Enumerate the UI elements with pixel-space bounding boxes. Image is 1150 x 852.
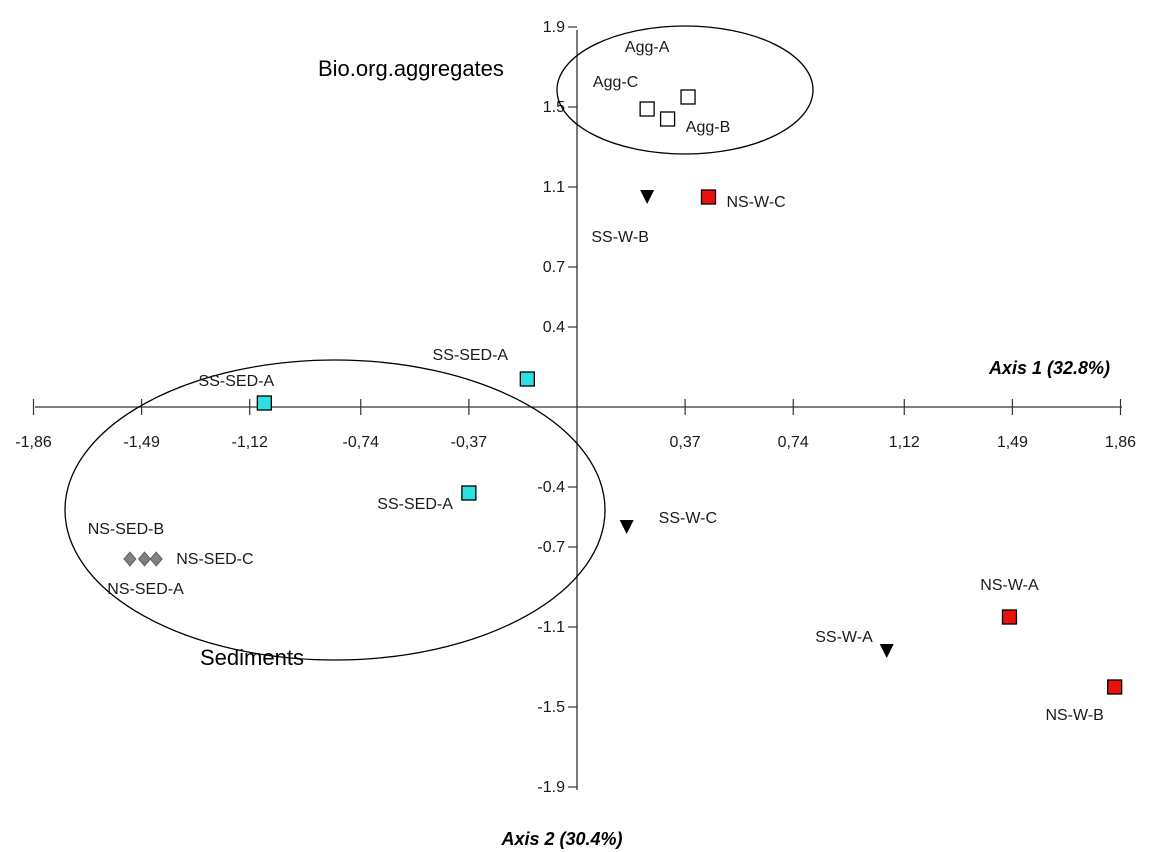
point-ss-w-c-label: SS-W-C xyxy=(659,510,717,527)
point-ns-sed-c-marker xyxy=(149,551,163,567)
point-ns-sed-b-marker xyxy=(123,551,137,567)
point-ns-w-c-label: NS-W-C xyxy=(726,194,785,211)
point-agg-c-label: Agg-C xyxy=(593,74,638,91)
y-tick-label: 0.7 xyxy=(543,259,565,276)
point-ns-w-c-marker xyxy=(700,189,717,205)
x-tick-label: -1,12 xyxy=(231,434,268,451)
point-ns-sed-a-label: NS-SED-A xyxy=(107,581,184,598)
points xyxy=(123,89,1123,695)
point-ss-w-a-label: SS-W-A xyxy=(815,629,873,646)
ticks: -1,86 -1,49 -1,12 -0,74 -0,37 0,37 0,74 1,12 1,4… xyxy=(15,19,1136,796)
point-ss-sed-a-label: SS-SED-A xyxy=(433,347,509,364)
y-tick-label: -1.5 xyxy=(537,699,565,716)
y-tick-label: 1.9 xyxy=(543,19,565,36)
point-ns-sed-a-marker xyxy=(138,551,152,567)
x-tick-label: -0,37 xyxy=(451,434,488,451)
aggregates-ellipse xyxy=(556,25,814,155)
point-ns-w-b-marker xyxy=(1107,679,1123,695)
y-axis-title: Axis 2 (30.4%) xyxy=(500,829,622,849)
x-tick-label: 1,49 xyxy=(997,434,1028,451)
y-tick-label: -0.7 xyxy=(537,539,565,556)
point-ss-w-b-label: SS-W-B xyxy=(591,229,648,246)
y-tick-label: 1.1 xyxy=(543,179,565,196)
x-tick-label: -1,86 xyxy=(15,434,52,451)
point-ns-w-a-label: NS-W-A xyxy=(980,577,1039,594)
x-tick-label: -1,49 xyxy=(123,434,160,451)
point-ns-w-a-marker xyxy=(1001,609,1018,625)
point-ss-sed-a-marker xyxy=(256,395,272,411)
axes xyxy=(35,30,1122,790)
y-tick-label: 0.4 xyxy=(543,319,565,336)
point-agg-b-label: Agg-B xyxy=(686,119,730,136)
x-tick-label: -0,74 xyxy=(343,434,380,451)
group-label-aggregates: Bio.org.aggregates xyxy=(318,56,504,81)
point-ss-sed-a-label: SS-SED-A xyxy=(377,496,453,513)
point-ss-w-c-marker xyxy=(619,520,634,534)
point-ss-sed-a-marker xyxy=(461,485,477,501)
point-agg-b-marker xyxy=(680,89,696,105)
point-labels: Agg-A Agg-B Agg-C NS-W-C SS-W-B SS-SED-A SS-SE… xyxy=(88,39,1104,724)
x-tick-label: 1,12 xyxy=(889,434,920,451)
point-ns-sed-b-label: NS-SED-B xyxy=(88,521,164,538)
point-agg-a-label: Agg-A xyxy=(625,39,670,56)
point-ss-sed-a-label: SS-SED-A xyxy=(199,373,275,390)
point-ss-w-b-marker xyxy=(640,190,655,204)
x-tick-label: 0,37 xyxy=(670,434,701,451)
point-ns-w-b-label: NS-W-B xyxy=(1045,707,1103,724)
x-tick-label: 0,74 xyxy=(778,434,809,451)
y-tick-label: -0.4 xyxy=(537,479,565,496)
x-axis-title: Axis 1 (32.8%) xyxy=(988,358,1110,378)
point-agg-a-marker xyxy=(639,101,655,117)
point-ns-sed-c-label: NS-SED-C xyxy=(176,551,253,568)
y-tick-label: -1.9 xyxy=(537,779,565,796)
group-ellipses xyxy=(64,25,814,661)
point-agg-c-marker xyxy=(659,111,676,127)
y-tick-label: -1.1 xyxy=(537,619,565,636)
sediments-ellipse xyxy=(64,359,606,661)
group-label-sediments: Sediments xyxy=(200,645,304,670)
point-ss-w-a-marker xyxy=(879,644,894,658)
x-tick-label: 1,86 xyxy=(1105,434,1136,451)
point-ss-sed-a-marker xyxy=(519,371,535,387)
